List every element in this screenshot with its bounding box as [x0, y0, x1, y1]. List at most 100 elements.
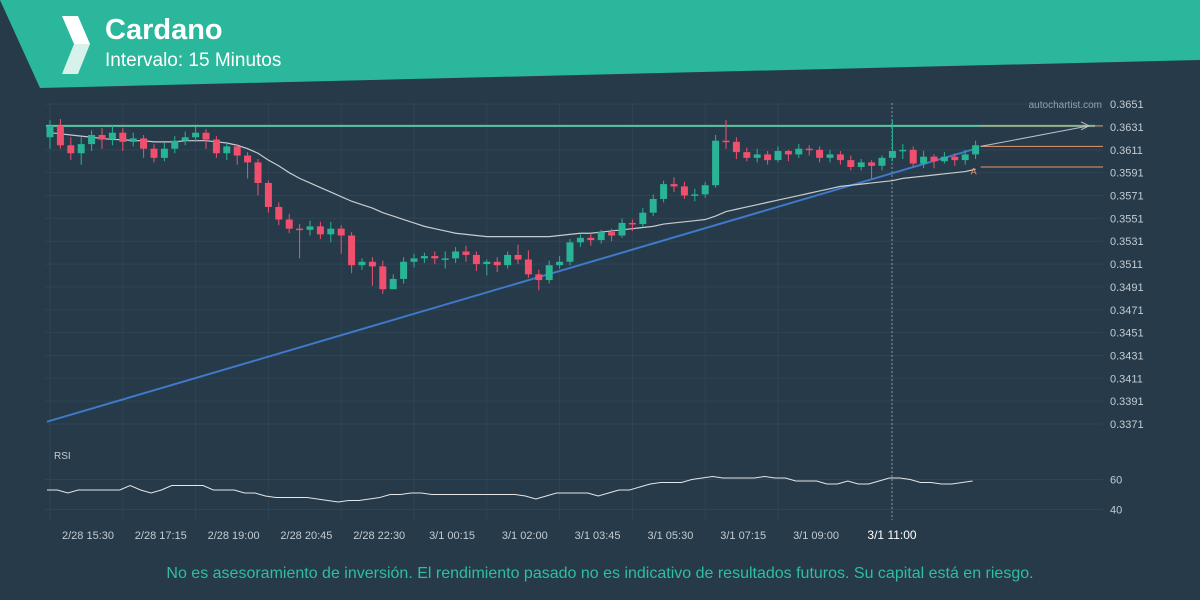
candle	[961, 149, 969, 165]
candle-body	[608, 232, 616, 236]
candle	[712, 134, 720, 188]
candle	[899, 144, 907, 159]
rsi-line	[47, 475, 973, 503]
candle	[327, 221, 335, 243]
forecast-arrow-shaft	[980, 125, 1090, 147]
candle-body	[129, 138, 137, 142]
candle	[732, 137, 740, 159]
candle	[410, 253, 418, 268]
candle	[940, 152, 948, 164]
risk-disclaimer: No es asesoramiento de inversión. El ren…	[166, 565, 1034, 582]
candle	[670, 177, 678, 193]
candle-body	[774, 150, 782, 161]
rsi-tick-label: 60	[1110, 475, 1122, 487]
candle	[296, 224, 304, 259]
candle	[639, 208, 647, 228]
candle-body	[722, 140, 730, 143]
rsi-label: RSI	[54, 451, 71, 462]
candle-body	[212, 139, 220, 154]
time-tick-label: 2/28 19:00	[208, 530, 260, 542]
candle-body	[285, 219, 293, 229]
candle	[608, 228, 616, 242]
candle-body	[764, 154, 772, 161]
watermark: autochartist.com	[1029, 100, 1102, 111]
candle-body	[972, 145, 980, 155]
candle-body	[441, 258, 449, 260]
candle	[618, 218, 626, 238]
moving-average	[49, 132, 976, 238]
candle	[493, 257, 501, 273]
candle	[400, 257, 408, 284]
candle	[826, 149, 834, 163]
candle-body	[316, 226, 324, 235]
candle	[379, 260, 387, 294]
current-time-label: 3/1 11:00	[867, 528, 916, 542]
candle	[98, 128, 106, 149]
candle	[119, 128, 127, 151]
candle-body	[691, 194, 699, 196]
candle	[868, 160, 876, 179]
candle-body	[171, 140, 179, 149]
candle-body	[920, 156, 928, 164]
candle-body	[462, 251, 470, 255]
candle-body	[337, 228, 345, 236]
candle	[691, 188, 699, 202]
candle-body	[410, 258, 418, 262]
candle-body	[878, 157, 886, 166]
candle-body	[649, 198, 657, 213]
candle-body	[244, 155, 252, 163]
candle-body	[660, 184, 668, 199]
candle	[774, 146, 782, 163]
candle	[264, 180, 272, 213]
candle-body	[753, 154, 761, 158]
candle	[129, 132, 137, 147]
price-tick-label: 0.3471	[1110, 305, 1144, 317]
price-axis: 0.3651 0.3631 0.3611 0.3591 0.3571 0.3551 0.35…	[1110, 99, 1144, 431]
candle-body	[639, 212, 647, 225]
candle	[452, 246, 460, 263]
candle-body	[535, 274, 543, 281]
candle	[223, 142, 231, 161]
candle	[181, 131, 189, 146]
candle	[233, 144, 241, 165]
support-line	[46, 147, 976, 423]
candle-body	[514, 254, 522, 260]
candle-body	[296, 228, 304, 231]
candle-body	[868, 162, 876, 166]
candle	[920, 150, 928, 169]
candle-body	[961, 154, 969, 161]
time-tick-label: 3/1 05:30	[647, 530, 693, 542]
candle-body	[389, 278, 397, 290]
candle-body	[140, 138, 148, 149]
candle-body	[150, 148, 158, 158]
candle-body	[805, 148, 813, 151]
candle-body	[795, 148, 803, 155]
candle	[805, 145, 813, 156]
candle-body	[108, 132, 116, 140]
candle	[514, 244, 522, 265]
candles	[46, 118, 980, 294]
banner-background	[0, 0, 1200, 88]
candle-body	[452, 251, 460, 259]
candle	[951, 153, 959, 166]
candle	[930, 154, 938, 169]
candle	[722, 120, 730, 149]
forecast-projection: A	[971, 121, 1103, 177]
candle-body	[67, 145, 75, 154]
candle-body	[98, 134, 106, 140]
candle	[888, 120, 896, 162]
forecast-arrow-head-icon	[1080, 121, 1091, 131]
candle-body	[420, 256, 428, 259]
time-tick-label: 3/1 03:45	[575, 530, 621, 542]
candle-body	[587, 237, 595, 241]
candle	[358, 258, 366, 270]
candle-body	[701, 185, 709, 195]
candle	[878, 155, 886, 171]
candle	[597, 229, 605, 244]
candle	[316, 221, 324, 239]
candle-body	[951, 156, 959, 161]
candle	[462, 245, 470, 262]
candle	[743, 147, 751, 162]
candle-body	[847, 160, 855, 167]
candle	[67, 137, 75, 161]
